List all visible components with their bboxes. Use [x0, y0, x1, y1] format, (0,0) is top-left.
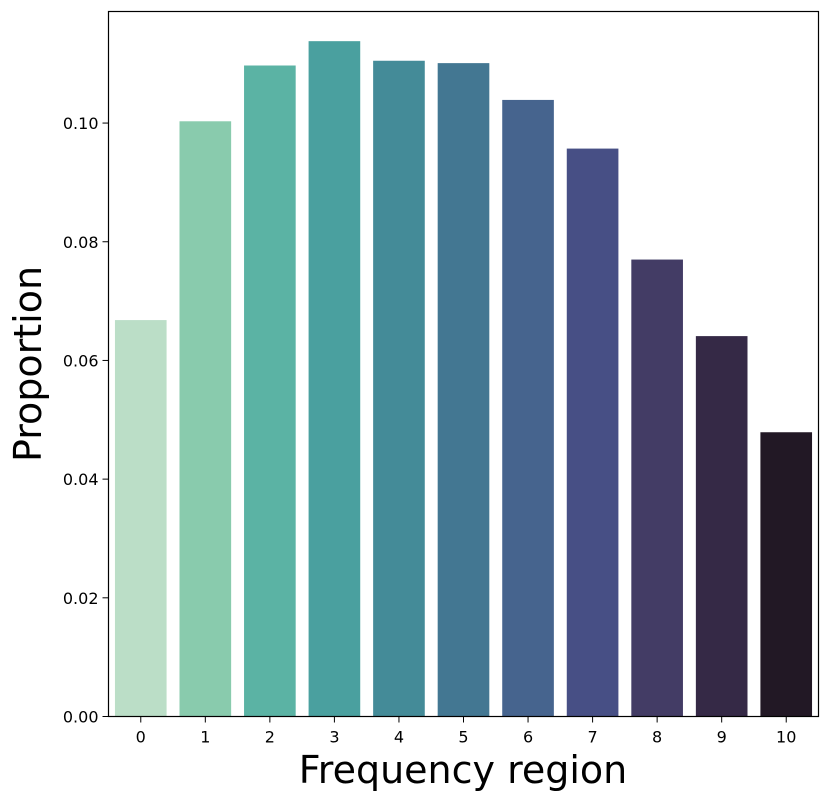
bar-3	[308, 41, 361, 717]
x-tick-label-2: 2	[265, 728, 275, 747]
bars-group	[114, 41, 813, 717]
x-tick-label-6: 6	[523, 728, 533, 747]
x-tick-label-7: 7	[587, 728, 597, 747]
y-tick-label-0.00: 0.00	[63, 708, 99, 727]
y-axis-ticks: 0.00 0.02 0.04 0.06 0.08 0.10	[63, 114, 109, 727]
x-tick-label-8: 8	[652, 728, 662, 747]
bar-5	[437, 63, 490, 717]
x-axis-ticks: 0 1 2 3 4 5 6 7 8 9 10	[136, 716, 796, 747]
bar-0	[114, 320, 167, 717]
y-tick-label-0.02: 0.02	[63, 589, 99, 608]
bar-9	[695, 336, 748, 717]
x-tick-label-9: 9	[717, 728, 727, 747]
bar-4	[373, 60, 425, 717]
x-tick-label-0: 0	[136, 728, 146, 747]
x-tick-label-5: 5	[458, 728, 468, 747]
bar-7	[566, 148, 619, 717]
y-tick-label-0.04: 0.04	[63, 470, 99, 489]
x-tick-label-3: 3	[329, 728, 339, 747]
y-tick-label-0.10: 0.10	[63, 114, 99, 133]
bar-6	[502, 99, 554, 717]
x-tick-label-4: 4	[394, 728, 404, 747]
bar-10	[760, 432, 813, 717]
x-tick-label-1: 1	[200, 728, 210, 747]
bar-8	[631, 259, 683, 717]
x-tick-label-10: 10	[776, 728, 796, 747]
y-tick-label-0.08: 0.08	[63, 233, 99, 252]
bar-2	[244, 65, 296, 717]
bar-1	[179, 121, 232, 717]
y-tick-label-0.06: 0.06	[63, 351, 99, 370]
x-axis-label: Frequency region	[299, 748, 628, 792]
y-axis-label: Proportion	[6, 266, 50, 462]
plot-frame	[107, 10, 820, 718]
